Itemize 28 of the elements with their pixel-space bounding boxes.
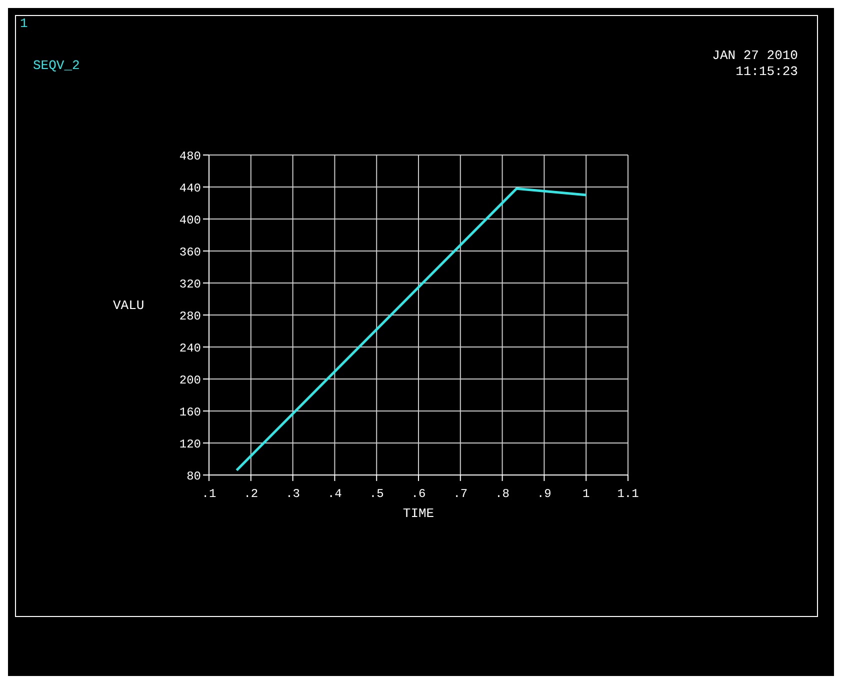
y-tick-label: 120 xyxy=(179,437,201,452)
y-axis-title: VALU xyxy=(113,298,144,313)
y-tick-label: 360 xyxy=(179,245,201,260)
y-tick-label: 440 xyxy=(179,181,201,196)
y-tick-label: 320 xyxy=(179,277,201,292)
y-tick-label: 80 xyxy=(186,469,201,484)
text: 1 xyxy=(20,16,28,31)
y-tick-label: 400 xyxy=(179,213,201,228)
y-tick-label: 240 xyxy=(179,341,201,356)
x-tick-label: 1 xyxy=(582,487,590,501)
text: JAN 27 2010 xyxy=(712,48,798,64)
text: 11:15:23 xyxy=(734,64,798,80)
y-tick-label: 480 xyxy=(179,149,201,164)
x-tick-label: .7 xyxy=(453,487,468,501)
x-tick-label: .3 xyxy=(286,487,300,501)
x-tick-label: .9 xyxy=(536,487,552,501)
x-tick-label: .4 xyxy=(327,487,342,501)
y-tick-label: 280 xyxy=(179,309,201,324)
x-axis-title: TIME xyxy=(402,506,434,521)
x-tick-label: .8 xyxy=(495,487,510,501)
x-tick-label: .1 xyxy=(202,487,216,501)
x-tick-label: .5 xyxy=(369,487,384,501)
x-tick-label: .2 xyxy=(244,487,258,501)
y-tick-label: 160 xyxy=(179,405,201,420)
y-tick-label: 200 xyxy=(179,373,201,388)
text: SEQV_2 xyxy=(33,58,80,73)
x-tick-label: 1.1 xyxy=(617,487,639,501)
x-tick-label: .6 xyxy=(411,487,426,501)
